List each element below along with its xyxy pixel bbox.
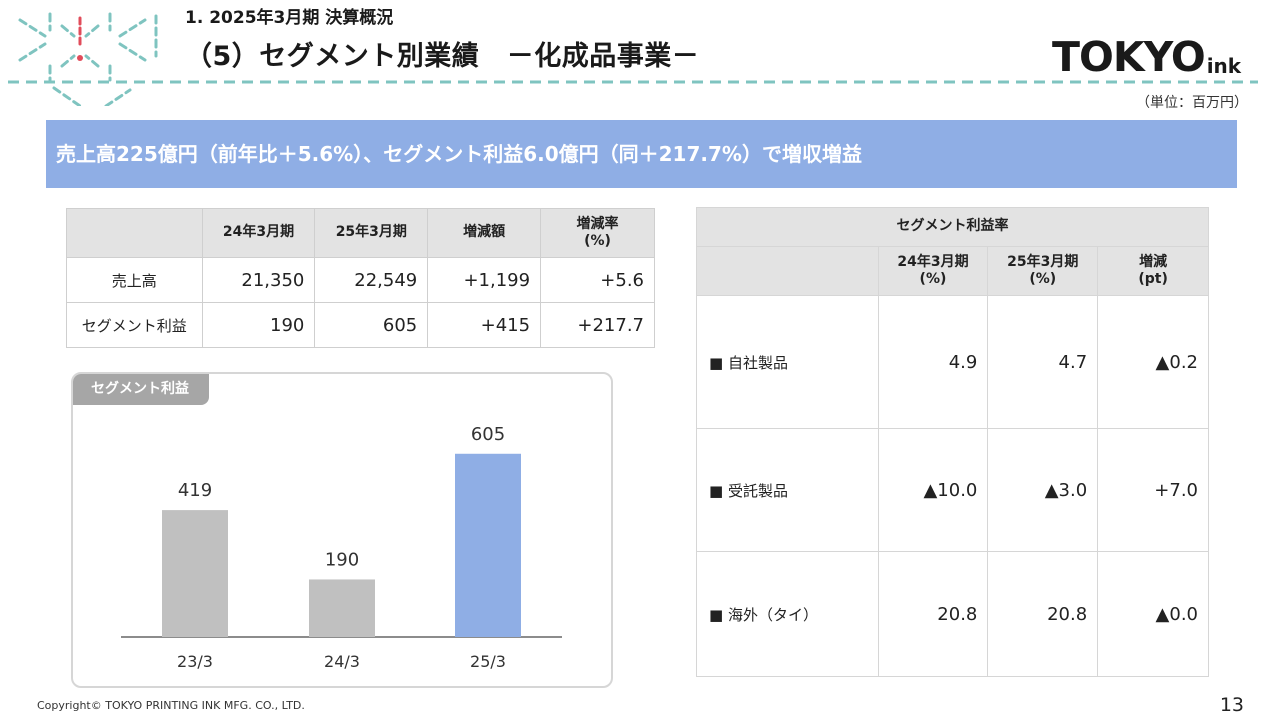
brand-logo-sub: ink xyxy=(1206,54,1242,78)
bar-25-3 xyxy=(455,453,521,637)
table-row: ■ 海外（タイ） 20.8 20.8 ▲0.0 xyxy=(696,551,1209,677)
column-header: 増減 (pt) xyxy=(1097,246,1209,296)
table-cell: 20.8 xyxy=(877,551,989,677)
table-cell: 20.8 xyxy=(987,551,1099,677)
data-label: 419 xyxy=(178,480,212,501)
data-label: 605 xyxy=(471,424,505,445)
row-label: ■ 海外（タイ） xyxy=(696,551,879,677)
segment-margin-table: セグメント利益率 24年3月期 (%) 25年3月期 (%) 増減 (pt) ■… xyxy=(696,207,1209,677)
table-cell: 4.9 xyxy=(877,295,989,429)
column-header: 増減率 (%) xyxy=(540,208,655,258)
table-cell: 190 xyxy=(201,302,316,348)
table-cell: +1,199 xyxy=(427,257,542,303)
table-row: 売上高 21,350 22,549 +1,199 +5.6 xyxy=(66,257,655,303)
column-header xyxy=(66,208,203,258)
column-header: 24年3月期 xyxy=(201,208,316,258)
table-header-row: 24年3月期 (%) 25年3月期 (%) 増減 (pt) xyxy=(696,246,1209,296)
table-cell: 21,350 xyxy=(201,257,316,303)
column-header: 24年3月期 (%) xyxy=(877,246,989,296)
data-label: 190 xyxy=(325,549,359,570)
table-cell: +7.0 xyxy=(1097,428,1209,552)
row-label: ■ 受託製品 xyxy=(696,428,879,552)
table-header-row: 24年3月期 25年3月期 増減額 増減率 (%) xyxy=(66,208,655,258)
x-tick-label: 24/3 xyxy=(324,652,360,671)
summary-banner: 売上高225億円（前年比＋5.6%）、セグメント利益6.0億円（同＋217.7%… xyxy=(46,120,1237,188)
table-row: ■ 自社製品 4.9 4.7 ▲0.2 xyxy=(696,295,1209,429)
results-table: 24年3月期 25年3月期 増減額 増減率 (%) 売上高 21,350 22,… xyxy=(66,208,655,348)
bar-23-3 xyxy=(162,510,228,637)
table-cell: 4.7 xyxy=(987,295,1099,429)
bar-24-3 xyxy=(309,579,375,637)
copyright-notice: Copyright© TOKYO PRINTING INK MFG. CO., … xyxy=(37,699,305,712)
column-header: 増減額 xyxy=(427,208,542,258)
x-tick-label: 25/3 xyxy=(470,652,506,671)
row-label: ■ 自社製品 xyxy=(696,295,879,429)
table-row: ■ 受託製品 ▲10.0 ▲3.0 +7.0 xyxy=(696,428,1209,552)
table-cell: +5.6 xyxy=(540,257,655,303)
segment-profit-bar-chart: 419 23/3 190 24/3 605 25/3 xyxy=(121,424,562,671)
table-caption-row: セグメント利益率 xyxy=(696,207,1209,247)
column-header: 25年3月期 (%) xyxy=(987,246,1099,296)
brand-logo-main: TOKYO xyxy=(1052,33,1206,81)
table-cell: +415 xyxy=(427,302,542,348)
header-divider xyxy=(8,80,1258,84)
row-label: セグメント利益 xyxy=(66,302,203,348)
table-cell: 22,549 xyxy=(314,257,429,303)
table-cell: ▲0.0 xyxy=(1097,551,1209,677)
table-cell: ▲0.2 xyxy=(1097,295,1209,429)
row-label: 売上高 xyxy=(66,257,203,303)
table-caption: セグメント利益率 xyxy=(696,207,1209,247)
page-number: 13 xyxy=(1219,694,1244,716)
column-header: 25年3月期 xyxy=(314,208,429,258)
column-header xyxy=(696,246,879,296)
brand-logo: TOKYO ink xyxy=(1052,28,1241,78)
chart-panel-label: セグメント利益 xyxy=(73,374,209,405)
table-cell: ▲10.0 xyxy=(877,428,989,552)
page-title: （5）セグメント別業績 －化成品事業－ xyxy=(185,41,700,72)
table-cell: +217.7 xyxy=(540,302,655,348)
unit-note: （単位：百万円） xyxy=(1136,95,1248,111)
section-label: 1. 2025年3月期 決算概況 xyxy=(185,8,394,28)
table-cell: 605 xyxy=(314,302,429,348)
x-tick-label: 23/3 xyxy=(177,652,213,671)
table-row: セグメント利益 190 605 +415 +217.7 xyxy=(66,302,655,348)
table-cell: ▲3.0 xyxy=(987,428,1099,552)
decorative-ornament-icon xyxy=(18,12,158,106)
